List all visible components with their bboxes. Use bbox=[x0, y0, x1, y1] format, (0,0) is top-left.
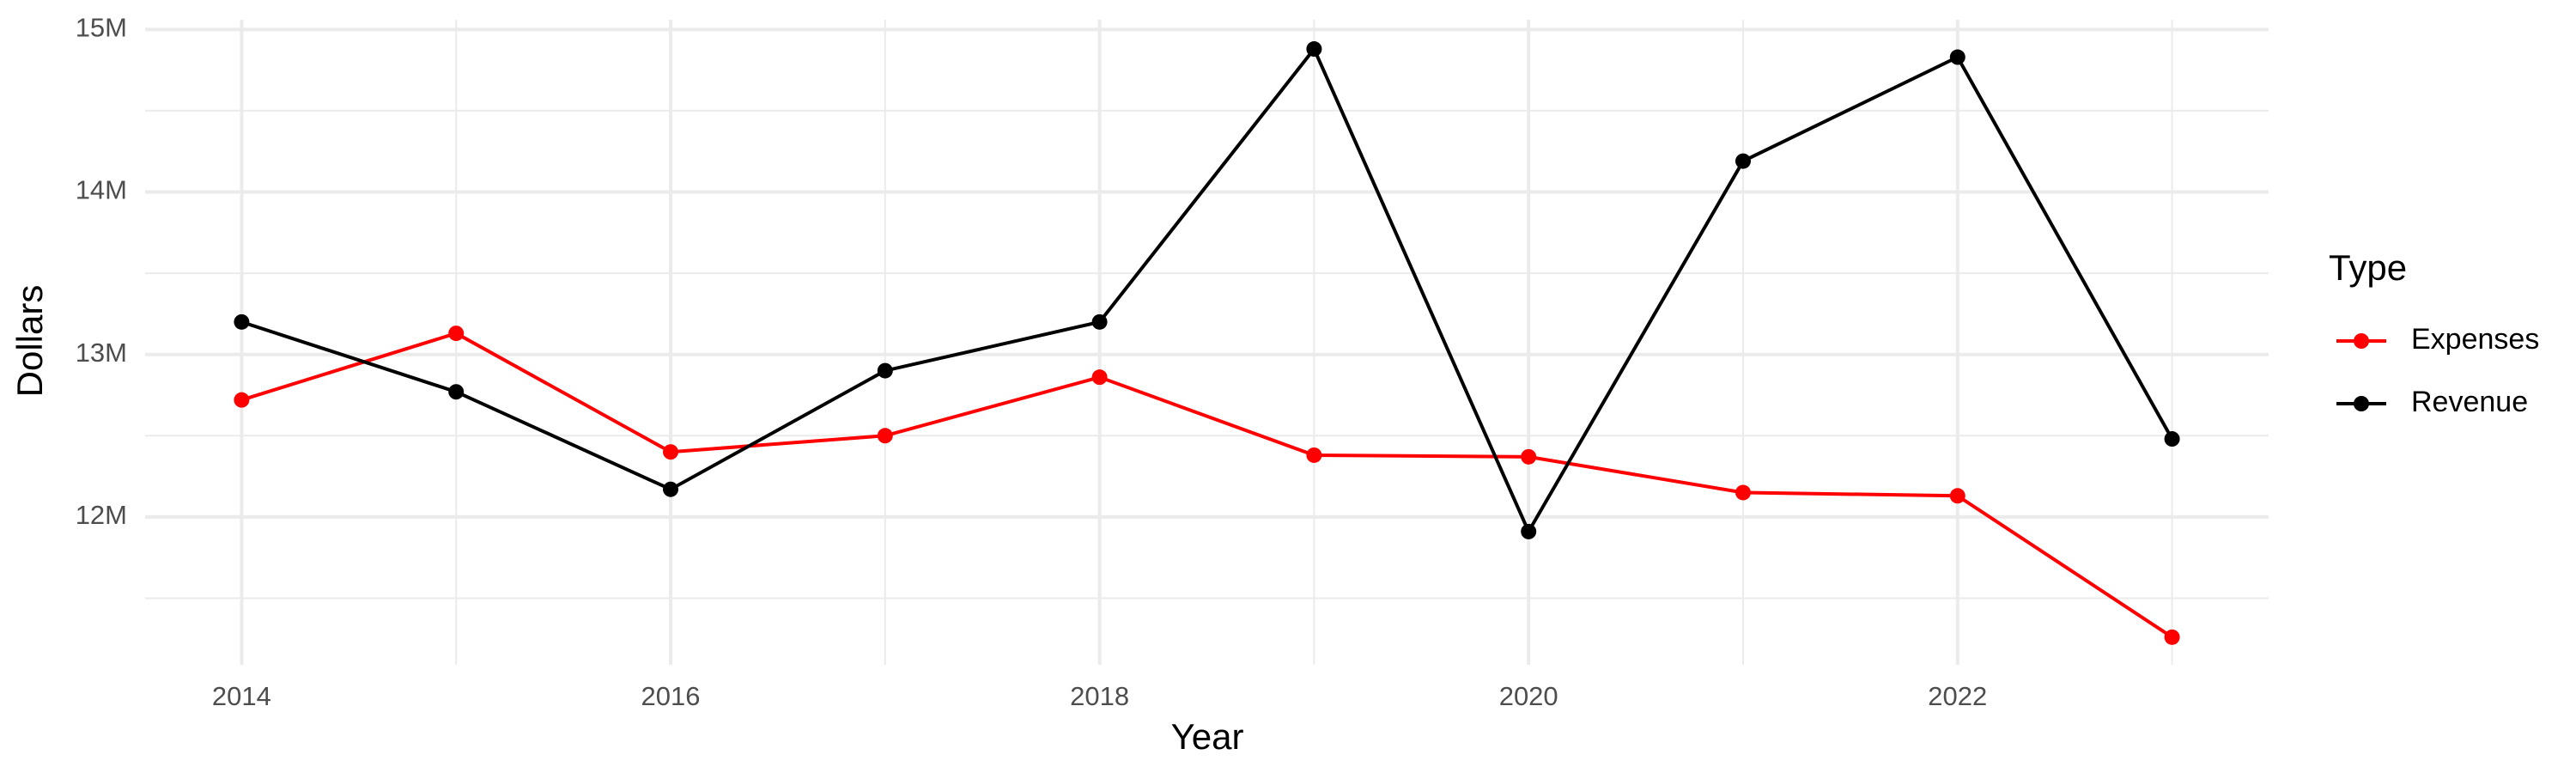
data-point bbox=[1949, 49, 1965, 65]
data-point bbox=[1521, 448, 1537, 465]
data-point bbox=[877, 428, 893, 444]
y-axis-title: Dollars bbox=[9, 285, 50, 398]
data-point bbox=[1521, 523, 1537, 539]
data-point bbox=[1091, 313, 1108, 330]
legend-key-point bbox=[2354, 396, 2369, 411]
x-axis-title: Year bbox=[1171, 716, 1244, 757]
x-tick-label: 2014 bbox=[212, 681, 271, 711]
data-point bbox=[234, 313, 250, 330]
legend-title: Type bbox=[2329, 247, 2407, 288]
y-tick-label: 14M bbox=[76, 175, 127, 205]
data-point bbox=[234, 392, 250, 408]
x-tick-label: 2016 bbox=[641, 681, 701, 711]
data-point bbox=[1735, 153, 1751, 169]
data-point bbox=[1949, 488, 1965, 504]
y-tick-label: 15M bbox=[76, 13, 127, 43]
series-line bbox=[240, 46, 2174, 536]
data-point bbox=[1735, 484, 1751, 501]
y-tick-label: 12M bbox=[76, 500, 127, 530]
y-tick-label: 13M bbox=[76, 338, 127, 368]
x-tick-label: 2022 bbox=[1928, 681, 1987, 711]
series-line bbox=[240, 331, 2173, 639]
x-tick-label: 2018 bbox=[1070, 681, 1129, 711]
data-point bbox=[663, 444, 679, 460]
legend-label: Revenue bbox=[2411, 386, 2528, 418]
data-point bbox=[448, 384, 465, 400]
data-point bbox=[448, 326, 465, 342]
x-tick-label: 2020 bbox=[1499, 681, 1558, 711]
data-point bbox=[663, 481, 679, 497]
data-point bbox=[1306, 447, 1322, 463]
data-point bbox=[1306, 41, 1322, 58]
legend-label: Expenses bbox=[2411, 323, 2539, 356]
data-point bbox=[2164, 629, 2180, 645]
legend-key-point bbox=[2354, 333, 2369, 349]
data-point bbox=[1091, 369, 1108, 386]
data-point bbox=[2164, 431, 2180, 447]
data-point bbox=[877, 362, 893, 379]
